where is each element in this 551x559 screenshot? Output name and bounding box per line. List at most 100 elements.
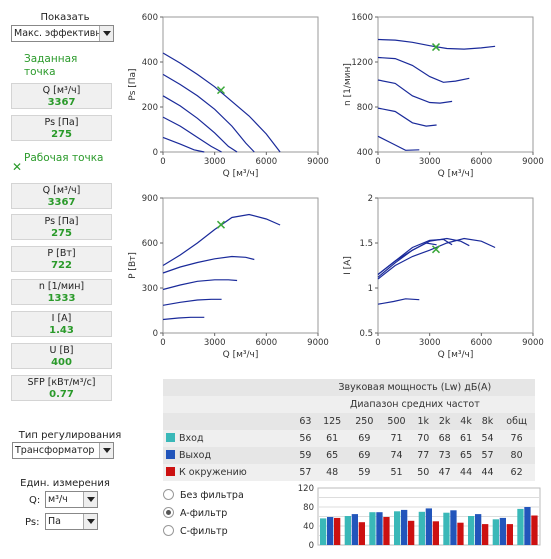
row-name-label: Выход <box>179 450 212 461</box>
series-line-1 <box>162 73 255 153</box>
target-point-title: Заданная точка <box>24 53 78 78</box>
bar-1k-1 <box>425 508 432 545</box>
series-line-4 <box>377 135 420 151</box>
series-line-3 <box>162 298 222 306</box>
target-ps-box: Ps [Па] 275 <box>11 115 112 141</box>
q-unit-select[interactable]: м³/ч <box>45 491 98 508</box>
y-tick-label: 1200 <box>351 58 373 68</box>
table-cell: 69 <box>348 430 381 447</box>
target-q-value: 3367 <box>47 97 76 108</box>
y-tick-label: 1 <box>368 284 373 294</box>
chart-current: 0 3000 6000 9000 0.5 1 1.5 2 Q [м³/ч] I [A] <box>343 194 544 360</box>
sound-power-table: Звуковая мощность (Lw) дБ(A) Диапазон ср… <box>163 379 535 481</box>
work-p-box: P [Вт] 722 <box>11 246 112 272</box>
work-point-marker <box>431 245 441 254</box>
work-point-marker-icon: ✕ <box>12 160 23 174</box>
x-tick-label: 3000 <box>419 338 441 348</box>
table-cell: 56 <box>294 430 317 447</box>
y-tick-label: 80 <box>303 503 314 513</box>
table-cell: 68 <box>433 430 456 447</box>
band-header: 250 <box>348 413 381 430</box>
table-cell: 69 <box>348 447 381 464</box>
target-q-box: Q [м³/ч] 3367 <box>11 83 112 109</box>
target-q-label: Q [м³/ч] <box>42 85 81 96</box>
filter-a-radio[interactable]: A-фильтр <box>163 507 227 519</box>
table-cell: 76 <box>498 430 535 447</box>
target-ps-label: Ps [Па] <box>44 117 79 128</box>
x-tick-label: 0 <box>375 157 380 167</box>
table-cell: 74 <box>380 447 413 464</box>
y-axis-label: I [A] <box>343 256 353 275</box>
y-tick-label: 900 <box>142 194 158 204</box>
table-cell: 77 <box>412 447 434 464</box>
band-header: 4k <box>455 413 477 430</box>
bar-63-2 <box>334 517 341 545</box>
y-axis-label: n [1/мин] <box>343 63 353 106</box>
bar-2k-1 <box>450 510 457 545</box>
table-cell: 70 <box>412 430 434 447</box>
chart-speed: 0 3000 6000 9000 400 800 1200 1600 Q [м³/ч] n [1/… <box>343 13 544 179</box>
bar-250-2 <box>383 517 390 545</box>
y-tick-label: 400 <box>142 58 158 68</box>
legend-swatch-icon <box>166 450 175 459</box>
table-cell: 61 <box>316 430 349 447</box>
work-point-marker <box>216 220 226 229</box>
work-n-box: n [1/мин] 1333 <box>11 279 112 305</box>
table-cell: 50 <box>412 464 434 481</box>
target-ps-value: 275 <box>51 129 72 140</box>
y-tick-label: 0.5 <box>359 329 373 339</box>
band-header: 1k <box>412 413 434 430</box>
work-point-title: Рабочая точка <box>24 152 104 164</box>
table-cell: 44 <box>476 464 499 481</box>
filter-c-label: C-фильтр <box>180 526 228 537</box>
ps-unit-select[interactable]: Па <box>45 513 98 530</box>
bar-125-0 <box>344 516 351 545</box>
filter-c-radio[interactable]: C-фильтр <box>163 525 228 537</box>
bar-63-0 <box>320 518 327 545</box>
band-header: общ <box>498 413 535 430</box>
plot-area <box>377 197 534 334</box>
y-tick-label: 300 <box>142 284 158 294</box>
legend-swatch-icon <box>166 433 175 442</box>
bar-8k-0 <box>492 519 499 545</box>
x-tick-label: 3000 <box>419 157 441 167</box>
series-line-4 <box>377 298 420 305</box>
series-line-4 <box>162 136 205 153</box>
series-line-3 <box>162 116 222 153</box>
y-axis-label: P [Вт] <box>128 252 138 279</box>
y-tick-label: 1.5 <box>359 239 373 249</box>
bar-общ-0 <box>517 508 524 545</box>
bar-2k-2 <box>457 522 464 545</box>
q-unit-value: м³/ч <box>48 494 68 505</box>
table-cell: 62 <box>498 464 535 481</box>
work-sfp-box: SFP [кВт/м³/с] 0.77 <box>11 375 112 401</box>
table-cell: 80 <box>498 447 535 464</box>
series-line-2 <box>162 95 238 153</box>
series-line-4 <box>162 316 205 321</box>
band-header: 8k <box>476 413 499 430</box>
series-line-1 <box>162 255 255 274</box>
x-tick-label: 9000 <box>307 338 329 348</box>
bar-250-0 <box>369 512 376 545</box>
y-tick-label: 120 <box>298 484 314 494</box>
band-header: 125 <box>316 413 349 430</box>
bar-125-1 <box>351 514 358 545</box>
table-row-inlet: Вход 56 61 69 71 70 68 61 54 76 <box>163 430 535 447</box>
row-name: К окружению <box>163 464 295 481</box>
series-line-2 <box>377 79 453 104</box>
chart-pressure: 0 3000 6000 9000 0 200 400 600 Q [м³/ч] Ps [Па] <box>128 13 329 179</box>
show-select[interactable]: Макс. эффективн <box>11 25 114 42</box>
row-name-label: К окружению <box>179 467 247 478</box>
series-line-3 <box>377 107 437 127</box>
x-axis-label: Q [м³/ч] <box>223 169 259 179</box>
work-ps-value: 275 <box>51 228 72 239</box>
y-tick-label: 0 <box>153 148 158 158</box>
bar-4k-1 <box>475 514 482 545</box>
table-cell: 59 <box>294 447 317 464</box>
band-header: 63 <box>294 413 317 430</box>
chevron-down-icon <box>99 443 113 458</box>
reg-select[interactable]: Трансформатор <box>12 442 114 459</box>
work-u-box: U [B] 400 <box>11 343 112 369</box>
table-cell: 71 <box>380 430 413 447</box>
filter-none-radio[interactable]: Без фильтра <box>163 489 244 501</box>
